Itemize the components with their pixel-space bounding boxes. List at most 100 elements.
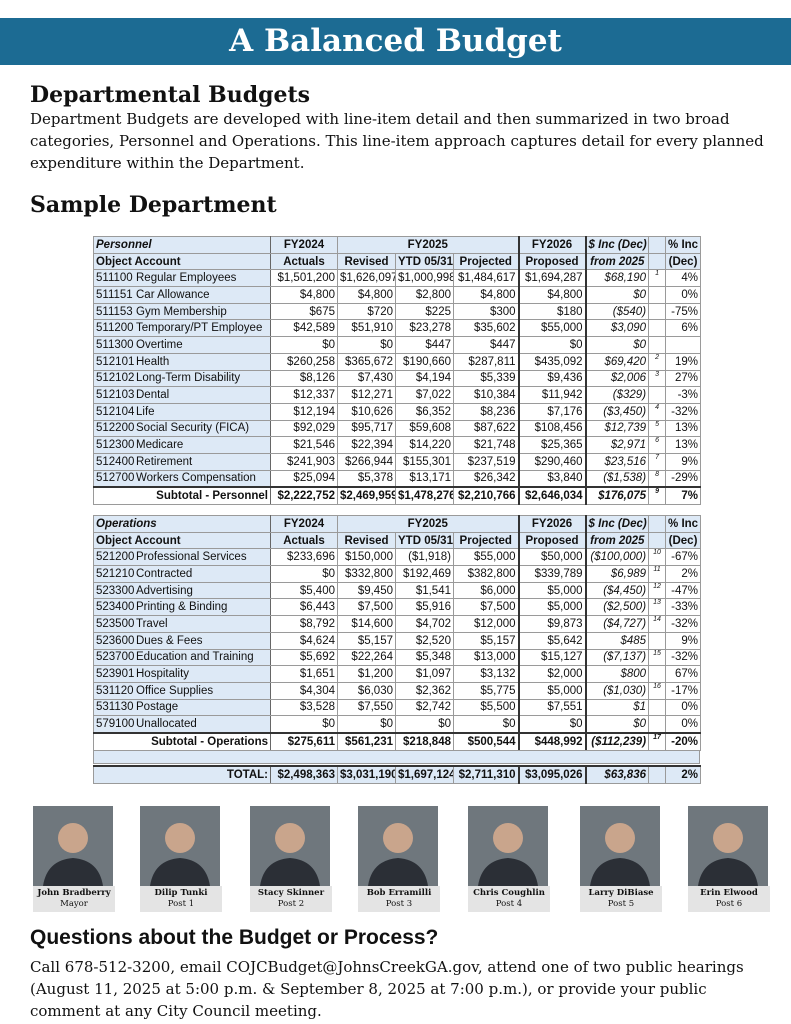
header-cell: FY2024 xyxy=(270,515,338,533)
member-name: Larry DiBiase xyxy=(588,888,654,898)
account-code: 521200 xyxy=(96,551,135,564)
cell: $22,264 xyxy=(337,648,396,667)
cell: $266,944 xyxy=(337,452,396,471)
account-name: Long-Term Disability xyxy=(136,372,241,385)
caption: Stacy Skinner Post 2 xyxy=(250,886,332,912)
cell: $3,132 xyxy=(452,665,520,683)
cell: $12,194 xyxy=(270,402,338,421)
footnote: 5 xyxy=(648,419,667,438)
cell: $180 xyxy=(517,302,587,321)
cell: $26,342 xyxy=(452,469,520,488)
table-row: 521210 Contracted $0 $332,800 $192,469 $382,8… xyxy=(93,565,702,583)
account-cell: 512300 Medicare xyxy=(93,436,271,454)
account-cell: 523700 Education and Training xyxy=(93,648,271,667)
cell: $5,642 xyxy=(517,631,587,650)
cell: $0 xyxy=(270,336,338,354)
percent: 13% xyxy=(665,436,702,454)
footnote: 10 xyxy=(648,548,667,567)
cell: $237,519 xyxy=(452,452,520,471)
cell: $176,075 xyxy=(585,486,650,506)
cell: $485 xyxy=(585,631,650,650)
cell: $6,000 xyxy=(452,581,520,600)
percent: -75% xyxy=(665,302,702,321)
cell: $11,942 xyxy=(517,386,587,404)
cell: $3,090 xyxy=(585,319,650,338)
footnote xyxy=(648,386,667,404)
cell: $0 xyxy=(270,715,338,734)
cell: $0 xyxy=(337,336,396,354)
cell: $22,394 xyxy=(337,436,396,454)
footnote: 4 xyxy=(648,402,667,421)
cell: $4,800 xyxy=(337,286,396,304)
total-table: TOTAL: $2,498,363 $3,031,190 $1,697,124 $2,7… xyxy=(93,764,701,784)
cell: $2,222,752 xyxy=(270,486,338,506)
header-cell: $ Inc (Dec) xyxy=(585,515,650,533)
footnote xyxy=(648,302,667,321)
header-cell: FY2026 xyxy=(517,515,587,533)
cell: $12,000 xyxy=(452,615,520,633)
cell: $5,157 xyxy=(337,631,396,650)
cell: $1,000,998 xyxy=(395,269,454,288)
account-code: 512400 xyxy=(96,455,135,468)
header-cell: from 2025 xyxy=(585,531,650,550)
header-cell: % Inc xyxy=(665,236,702,254)
cell: ($4,727) xyxy=(585,615,650,633)
account-cell: 523901 Hospitality xyxy=(93,665,271,683)
account-cell: 523300 Advertising xyxy=(93,581,271,600)
header-row: Personnel FY2024 FY2025 FY2026 $ Inc (Dec) % … xyxy=(93,236,702,254)
total-label: TOTAL: xyxy=(93,764,271,784)
cell: $2,742 xyxy=(395,698,454,717)
footnote xyxy=(648,631,667,650)
cell: $5,339 xyxy=(452,369,520,388)
account-name: Printing & Binding xyxy=(136,601,228,614)
member-name: Stacy Skinner xyxy=(257,888,325,898)
footnote xyxy=(648,665,667,683)
cell: $447 xyxy=(395,336,454,354)
account-cell: 521210 Contracted xyxy=(93,565,271,583)
header-cell: YTD 05/31 xyxy=(395,252,454,271)
account-cell: 511300 Overtime xyxy=(93,336,271,354)
cell: $300 xyxy=(452,302,520,321)
account-name: Gym Membership xyxy=(136,305,227,318)
table-row: 523300 Advertising $5,400 $9,450 $1,541 $6,00… xyxy=(93,581,702,600)
account-code: 511100 xyxy=(96,272,133,285)
cell: $275,611 xyxy=(270,731,338,751)
cell: ($1,538) xyxy=(585,469,650,488)
account-cell: 512400 Retirement xyxy=(93,452,271,471)
cell: $2,469,959 xyxy=(337,486,396,506)
cell: $12,271 xyxy=(337,386,396,404)
account-name: Temporary/PT Employee xyxy=(136,322,263,335)
cell: $5,348 xyxy=(395,648,454,667)
cell: $5,916 xyxy=(395,598,454,617)
header-cell: Projected xyxy=(452,531,520,550)
photo-silhouette xyxy=(580,806,660,886)
cell: $3,528 xyxy=(270,698,338,717)
account-code: 531120 xyxy=(96,684,134,697)
cell: $55,000 xyxy=(517,319,587,338)
account-code: 523700 xyxy=(96,651,135,664)
header-cell: % Inc xyxy=(665,515,702,533)
footnote: 16 xyxy=(648,681,667,700)
cell: $9,873 xyxy=(517,615,587,633)
cell: $8,236 xyxy=(452,402,520,421)
account-cell: 579100 Unallocated xyxy=(93,715,271,734)
cell: $51,910 xyxy=(337,319,396,338)
cell: $7,022 xyxy=(395,386,454,404)
table-row: 523600 Dues & Fees $4,624 $5,157 $2,520 $5,15… xyxy=(93,631,702,650)
cell: $6,443 xyxy=(270,598,338,617)
cell: $448,992 xyxy=(517,731,587,751)
table-row: 512400 Retirement $241,903 $266,944 $155,301… xyxy=(93,452,702,471)
cell: $365,672 xyxy=(337,352,396,371)
cell: $447 xyxy=(452,336,520,354)
council-member: Chris Coughlin Post 4 xyxy=(468,806,550,912)
header-cell: FY2024 xyxy=(270,236,338,254)
header-row: Object Account Actuals Revised YTD 05/31 Pro… xyxy=(93,531,702,550)
footnote: 3 xyxy=(648,369,667,388)
percent: -67% xyxy=(665,548,702,567)
table-row: 512103 Dental $12,337 $12,271 $7,022 $10,384 $… xyxy=(93,386,702,404)
header-cell: Object Account xyxy=(93,252,271,271)
header-row: Object Account Actuals Revised YTD 05/31 Pro… xyxy=(93,252,702,271)
cell: $0 xyxy=(517,336,587,354)
percent: 2% xyxy=(665,764,701,784)
cell: $7,500 xyxy=(452,598,520,617)
